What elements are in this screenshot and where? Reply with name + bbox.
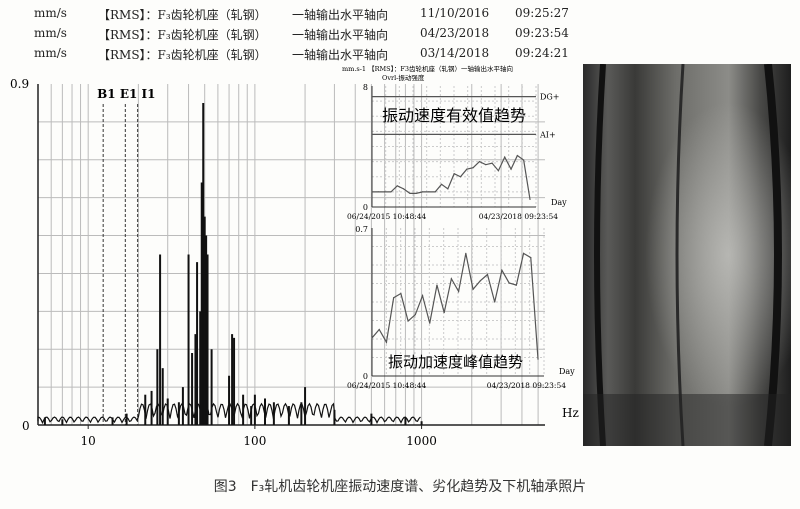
trend-point — [465, 252, 467, 254]
trend-point — [434, 191, 436, 193]
marker-labels: B1 E1 I1 — [97, 87, 155, 101]
x-start-label: 06/24/2015 10:48:44 — [347, 381, 427, 390]
x-end-label: 04/23/2018 09:23:54 — [487, 381, 567, 390]
x-axis-label: Day — [551, 198, 567, 207]
trend-point — [400, 292, 402, 295]
trend-point — [466, 168, 468, 170]
trend-line — [371, 252, 539, 360]
figure-caption: 图3 F₃轧机齿轮机座振动速度谱、劣化趋势及下机轴承照片 — [213, 479, 587, 495]
trend-point — [421, 295, 424, 297]
charts: 0.9 0 10 100 1000 Hz B1 E1 I1 8 0 Day 06/24/2015 … — [10, 64, 579, 448]
date: 04/23/2018 — [420, 26, 490, 40]
trend-point — [491, 162, 493, 164]
trend-point — [436, 284, 438, 286]
trend-annotation: 振动加速度峰值趋势 — [388, 353, 523, 371]
label: 【RMS】：F₃齿轮机座（轧钢） — [98, 8, 267, 22]
trend-point — [414, 314, 416, 316]
trend-point — [385, 341, 388, 343]
trend-point — [371, 337, 373, 339]
y-tick-label: 0.9 — [10, 77, 29, 91]
trend-point — [447, 188, 449, 190]
trend-subtitle: Ovrl-振动强度 — [382, 73, 425, 82]
time: 09:23:54 — [515, 26, 569, 40]
y-tick-label: 0.7 — [355, 225, 368, 234]
acceleration-trend-chart: 0.7 0 Day 06/24/2015 10:48:44 04/23/2018 09:… — [347, 225, 575, 390]
trend-point — [377, 191, 379, 193]
trend-point — [393, 297, 395, 299]
trend-point — [371, 191, 373, 193]
trend-point — [443, 311, 445, 314]
trend-point — [529, 198, 531, 201]
trend-point — [504, 156, 506, 158]
trend-point — [415, 192, 417, 194]
spectrum-chart: 0.9 0 10 100 1000 Hz B1 E1 I1 — [10, 77, 579, 448]
trend-point — [450, 278, 452, 280]
x-tick-label: 10 — [81, 434, 96, 448]
date: 11/10/2016 — [420, 6, 490, 20]
trend-point — [478, 161, 481, 163]
x-tick-label: 100 — [243, 434, 266, 448]
direction: 一轴输出水平轴向 — [292, 8, 389, 22]
trend-point — [378, 328, 380, 331]
trend-point — [510, 168, 512, 170]
trend-point — [530, 257, 532, 259]
trend-point — [428, 191, 430, 193]
threshold-label: AI+ — [539, 130, 556, 139]
trend-point — [384, 191, 386, 193]
label: 【RMS】：F₃齿轮机座（轧钢） — [98, 48, 267, 62]
trend-point — [403, 188, 405, 190]
trend-point — [497, 170, 499, 172]
trend-point — [407, 320, 409, 322]
threshold-label: DG+ — [540, 93, 560, 102]
direction: 一轴输出水平轴向 — [292, 28, 389, 42]
trend-point — [440, 183, 443, 185]
direction: 一轴输出水平轴向 — [292, 48, 389, 62]
trend-point — [494, 301, 496, 303]
x-start-label: 06/24/2015 10:48:44 — [347, 212, 427, 221]
x-end-label: 04/23/2018 09:23:54 — [479, 212, 559, 221]
y-tick-label: 0 — [363, 203, 368, 212]
date: 03/14/2018 — [420, 46, 490, 60]
label: 【RMS】：F₃齿轮机座（轧钢） — [98, 28, 267, 42]
y-tick-label: 8 — [363, 83, 368, 92]
x-axis-label: Hz — [562, 406, 579, 420]
trend-point — [516, 154, 518, 157]
trend-point — [515, 284, 517, 286]
time: 09:24:21 — [515, 46, 569, 60]
trend-point — [523, 159, 525, 161]
trend-point — [458, 290, 460, 293]
trend-point — [485, 164, 487, 166]
trend-point — [537, 358, 539, 360]
trend-point — [390, 191, 392, 193]
trend-point — [429, 322, 431, 324]
trend-point — [409, 192, 411, 194]
trend-point — [453, 173, 455, 175]
unit: mm/s — [34, 46, 67, 60]
trend-point — [508, 282, 510, 284]
unit: mm/s — [34, 26, 67, 40]
trend-title: mm.s-1 【RMS】：F3齿轮机座（轧钢）一轴输出水平轴向 — [342, 64, 513, 73]
trend-point — [479, 280, 481, 282]
x-tick-label: 1000 — [406, 434, 437, 448]
x-axis-label: Day — [559, 367, 575, 376]
trend-point — [421, 191, 424, 193]
trend-point — [396, 185, 398, 187]
trend-point — [472, 167, 474, 169]
y-tick-label: 0 — [363, 372, 368, 381]
velocity-trend-chart: 8 0 Day 06/24/2015 10:48:44 04/23/2018 09:23… — [342, 64, 567, 221]
y-tick-label: 0 — [22, 419, 30, 433]
trend-point — [486, 273, 489, 276]
trend-point — [522, 252, 525, 254]
bearing-photo-image — [583, 63, 791, 447]
unit: mm/s — [34, 6, 67, 20]
trend-point — [501, 269, 503, 271]
trend-point — [459, 176, 462, 178]
trend-line — [372, 154, 531, 200]
trend-annotation: 振动速度有效值趋势 — [382, 106, 526, 125]
trend-point — [472, 288, 474, 290]
time: 09:25:27 — [515, 6, 569, 20]
bearing-photo — [583, 63, 791, 447]
